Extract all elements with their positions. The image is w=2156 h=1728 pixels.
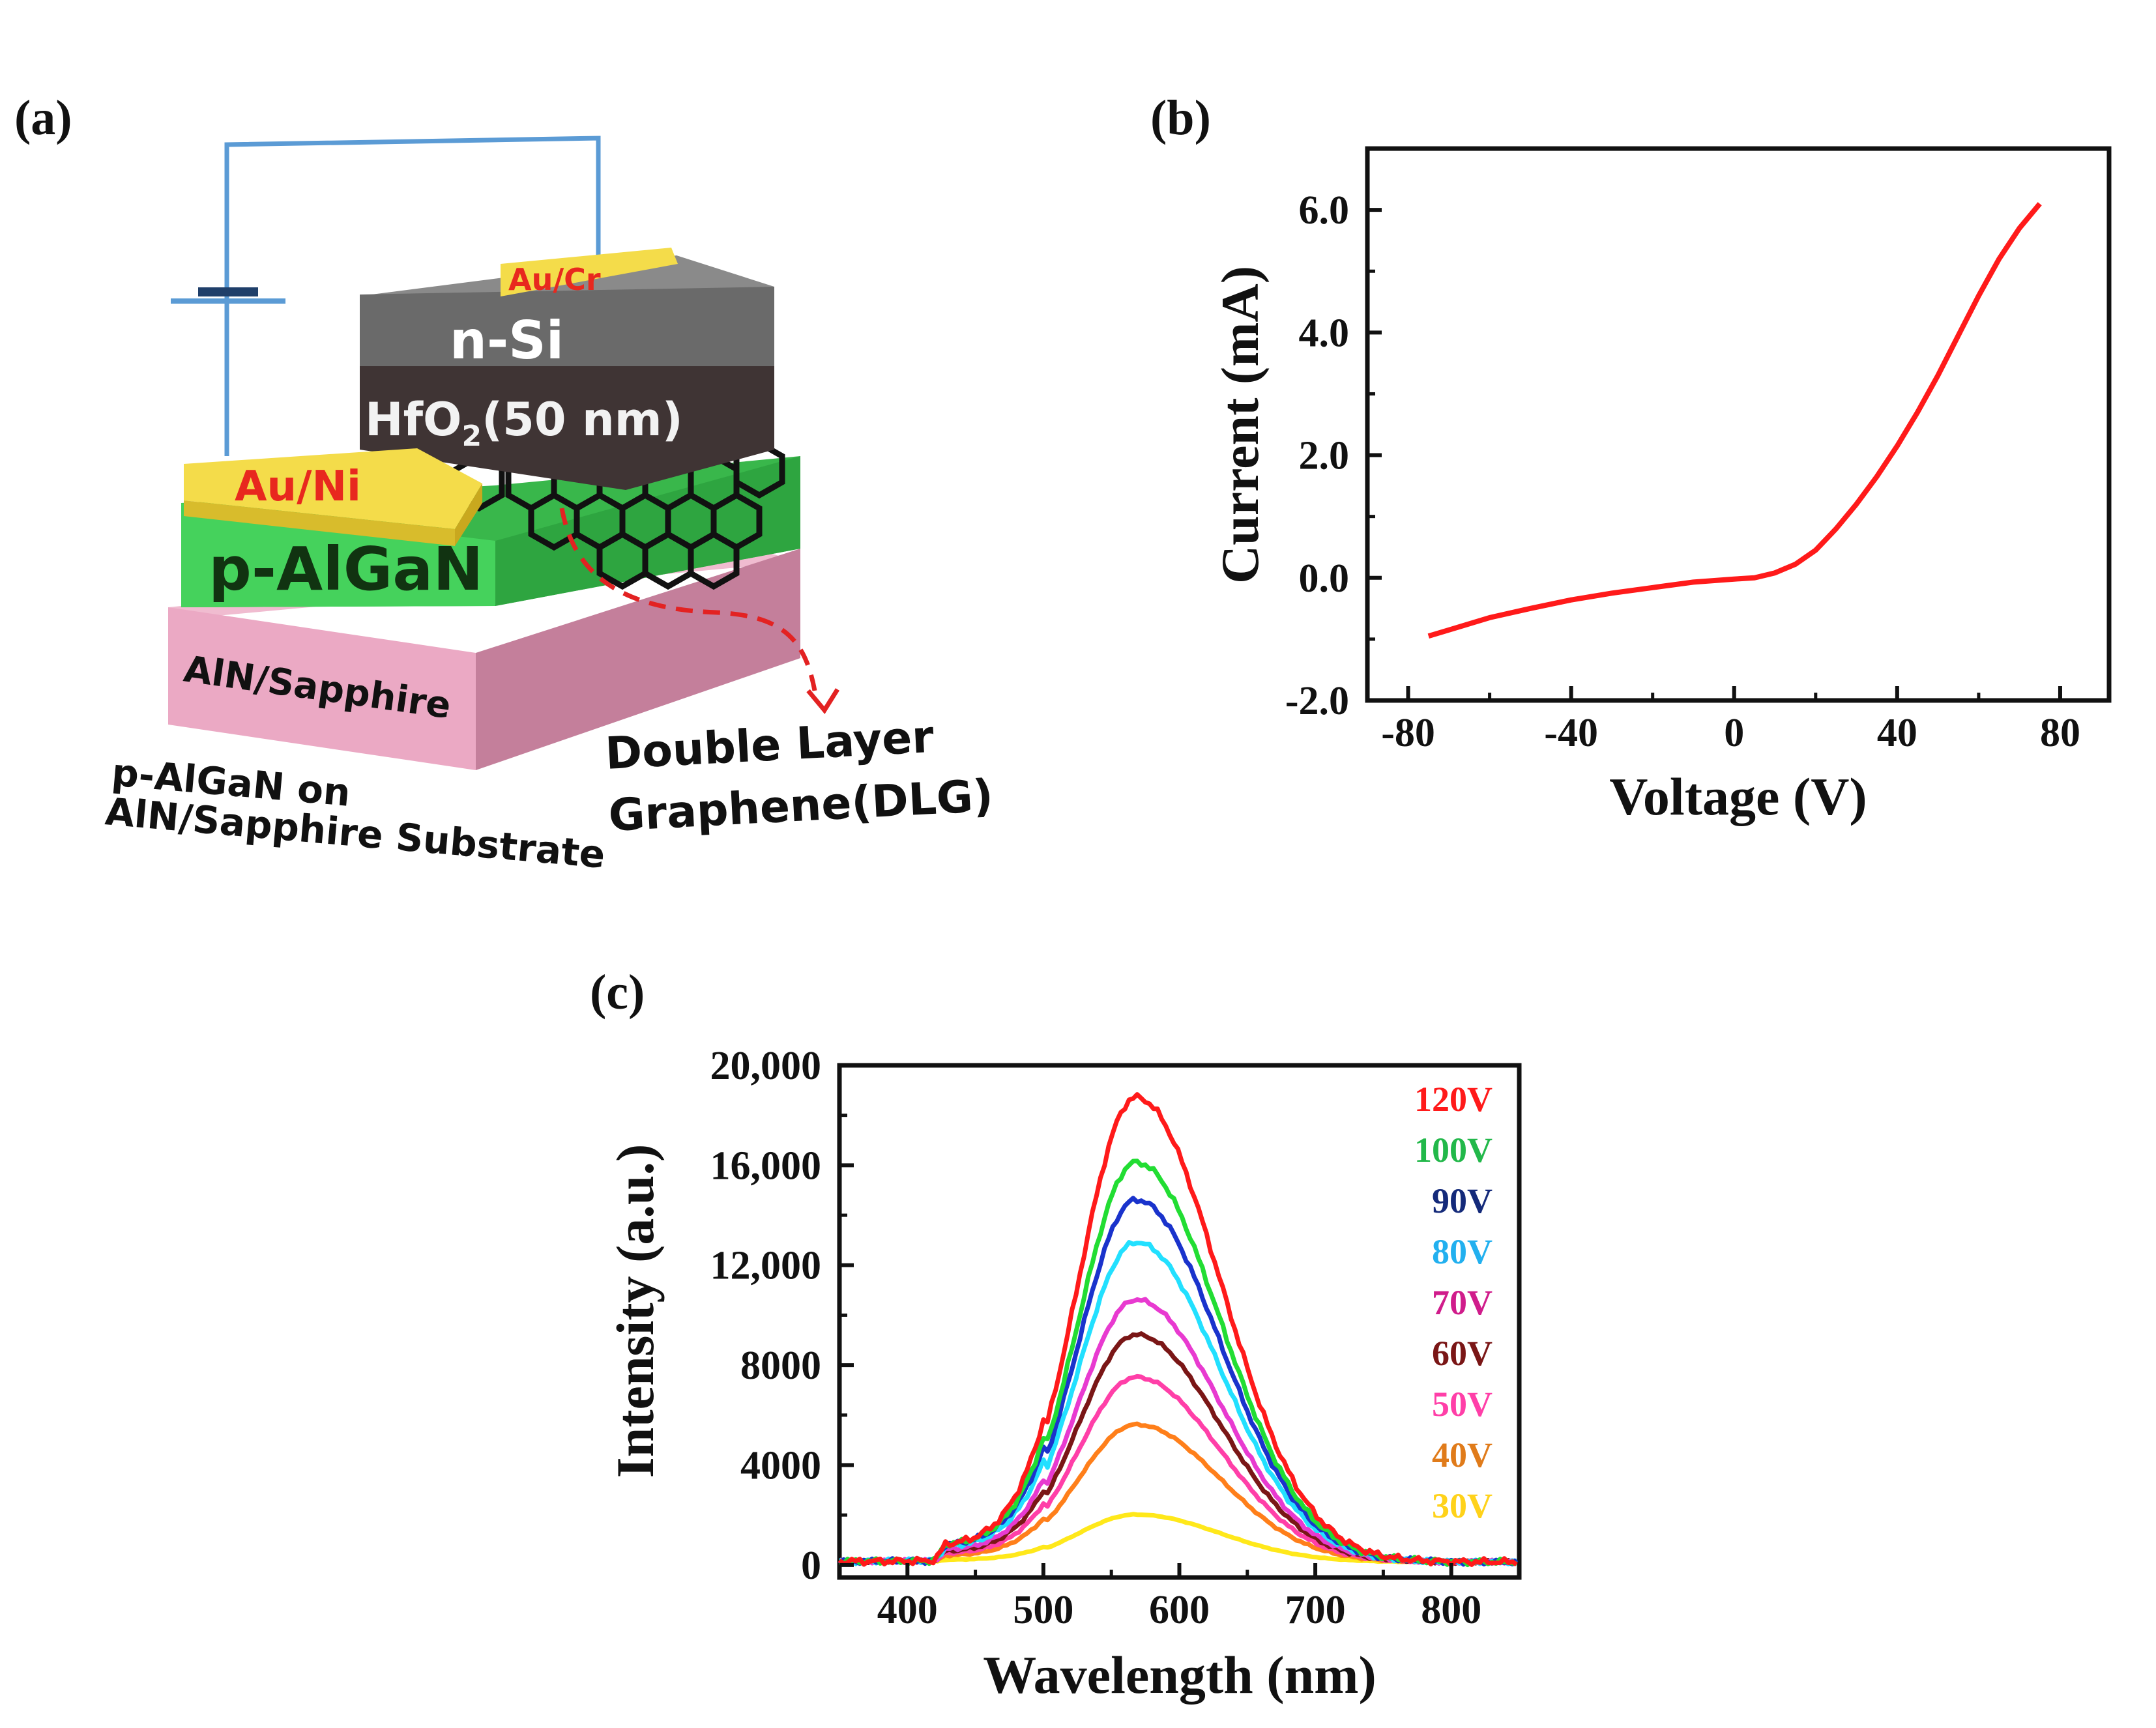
dlg-caption-line-1: Double Layer [604, 712, 935, 780]
au-ni-label: Au/Ni [235, 463, 361, 511]
spectrum-line-50V [839, 1374, 1517, 1566]
legend-item-50V: 50V [1432, 1385, 1493, 1424]
au-cr-contact: Au/Cr [501, 248, 678, 297]
n-si-layer: n-Si [360, 255, 774, 371]
n-si-label: n-Si [450, 310, 564, 371]
y-tick-label: 0 [801, 1544, 821, 1588]
x-tick-label: 80 [2040, 711, 2080, 755]
legend-item-60V: 60V [1432, 1334, 1493, 1373]
hfo2-label: HfO2(50 nm) [365, 393, 683, 453]
dlg-caption-line-2: Graphene(DLG) [607, 770, 995, 842]
y-tick-label: 16,000 [710, 1144, 822, 1188]
panel-b-y-axis-label: Current (mA) [1210, 266, 1270, 584]
dlg-dashed-arrow [559, 508, 817, 691]
panel-b-plot-frame [1365, 146, 2112, 703]
x-tick-label: 0 [1724, 711, 1744, 755]
x-tick-label: 600 [1149, 1588, 1210, 1632]
panel-c-x-ticks: 400 500 600 700 800 [877, 1563, 1481, 1632]
au-cr-label: Au/Cr [508, 262, 601, 297]
x-tick-label: -40 [1544, 711, 1598, 755]
x-tick-label: 40 [1877, 711, 1917, 755]
legend-item-90V: 90V [1432, 1181, 1493, 1220]
legend-item-70V: 70V [1432, 1283, 1493, 1322]
x-tick-label: 700 [1285, 1588, 1346, 1632]
panel-b-iv-chart: (b) -80 -40 0 40 80 -2.0 0.0 2.0 4.0 6.0 Voltage… [1150, 91, 2112, 826]
y-tick-label: 4000 [740, 1443, 821, 1488]
panel-c-el-spectra-chart: (c) 400 500 600 700 800 0 4000 8000 12,000 16,00… [590, 965, 1522, 1705]
y-tick-label: 2.0 [1299, 434, 1350, 478]
x-tick-label: 800 [1421, 1588, 1481, 1632]
x-tick-label: 400 [877, 1588, 938, 1632]
y-tick-label: 6.0 [1299, 188, 1350, 233]
y-tick-label: 8000 [740, 1344, 821, 1388]
hfo2-label-subscript: 2 [462, 420, 482, 453]
y-tick-label: 0.0 [1299, 556, 1350, 601]
spectrum-line-80V [839, 1240, 1517, 1566]
legend-item-40V: 40V [1432, 1435, 1493, 1475]
legend-item-80V: 80V [1432, 1232, 1493, 1271]
dlg-arrow-head [806, 688, 839, 714]
panel-c-series [838, 1092, 1519, 1568]
iv-curve-line [1427, 202, 2042, 639]
x-tick-label: 500 [1013, 1588, 1073, 1632]
panel-c-y-ticks: 0 4000 8000 12,000 16,000 20,000 [710, 1044, 854, 1588]
panel-b-x-axis-label: Voltage (V) [1609, 767, 1867, 826]
p-algan-label: p-AlGaN [209, 534, 483, 604]
panel-b-x-ticks: -80 -40 0 40 80 [1381, 686, 2080, 755]
panel-a-label: (a) [14, 91, 72, 145]
legend-item-120V: 120V [1414, 1080, 1493, 1119]
hfo2-label-thickness: (50 nm) [482, 393, 683, 446]
panel-b-series [1427, 202, 2042, 639]
spectrum-line-90V [838, 1196, 1519, 1567]
spectrum-line-40V [839, 1421, 1517, 1566]
spectrum-line-70V [838, 1297, 1518, 1566]
panel-c-x-axis-label: Wavelength (nm) [983, 1645, 1377, 1705]
panel-b-y-ticks: -2.0 0.0 2.0 4.0 6.0 [1285, 188, 1382, 723]
panel-c-y-axis-label: Intensity (a.u.) [605, 1144, 665, 1478]
x-tick-label: -80 [1381, 711, 1435, 755]
au-ni-contact: Au/Ni [184, 448, 482, 546]
legend-item-100V: 100V [1414, 1130, 1493, 1170]
panel-c-label: (c) [590, 965, 645, 1020]
y-tick-label: 4.0 [1299, 311, 1350, 355]
y-tick-label: 20,000 [710, 1044, 822, 1088]
panel-a-device-schematic: (a) AlN/Sapphire p-AlGaN [14, 91, 995, 877]
y-tick-label: 12,000 [710, 1244, 822, 1288]
legend-item-30V: 30V [1432, 1486, 1493, 1525]
spectrum-line-120V [838, 1092, 1518, 1568]
y-tick-label: -2.0 [1285, 679, 1349, 723]
panel-b-label: (b) [1150, 91, 1211, 145]
panel-c-legend: 120V 100V 90V 80V 70V 60V 50V 40V 30V [1414, 1080, 1493, 1525]
hfo2-layer: HfO2(50 nm) [360, 365, 774, 490]
substrate-caption-line-2: AlN/Sapphire Substrate [104, 789, 607, 877]
spectrum-line-60V [839, 1331, 1517, 1566]
hfo2-label-main: HfO [365, 393, 462, 446]
